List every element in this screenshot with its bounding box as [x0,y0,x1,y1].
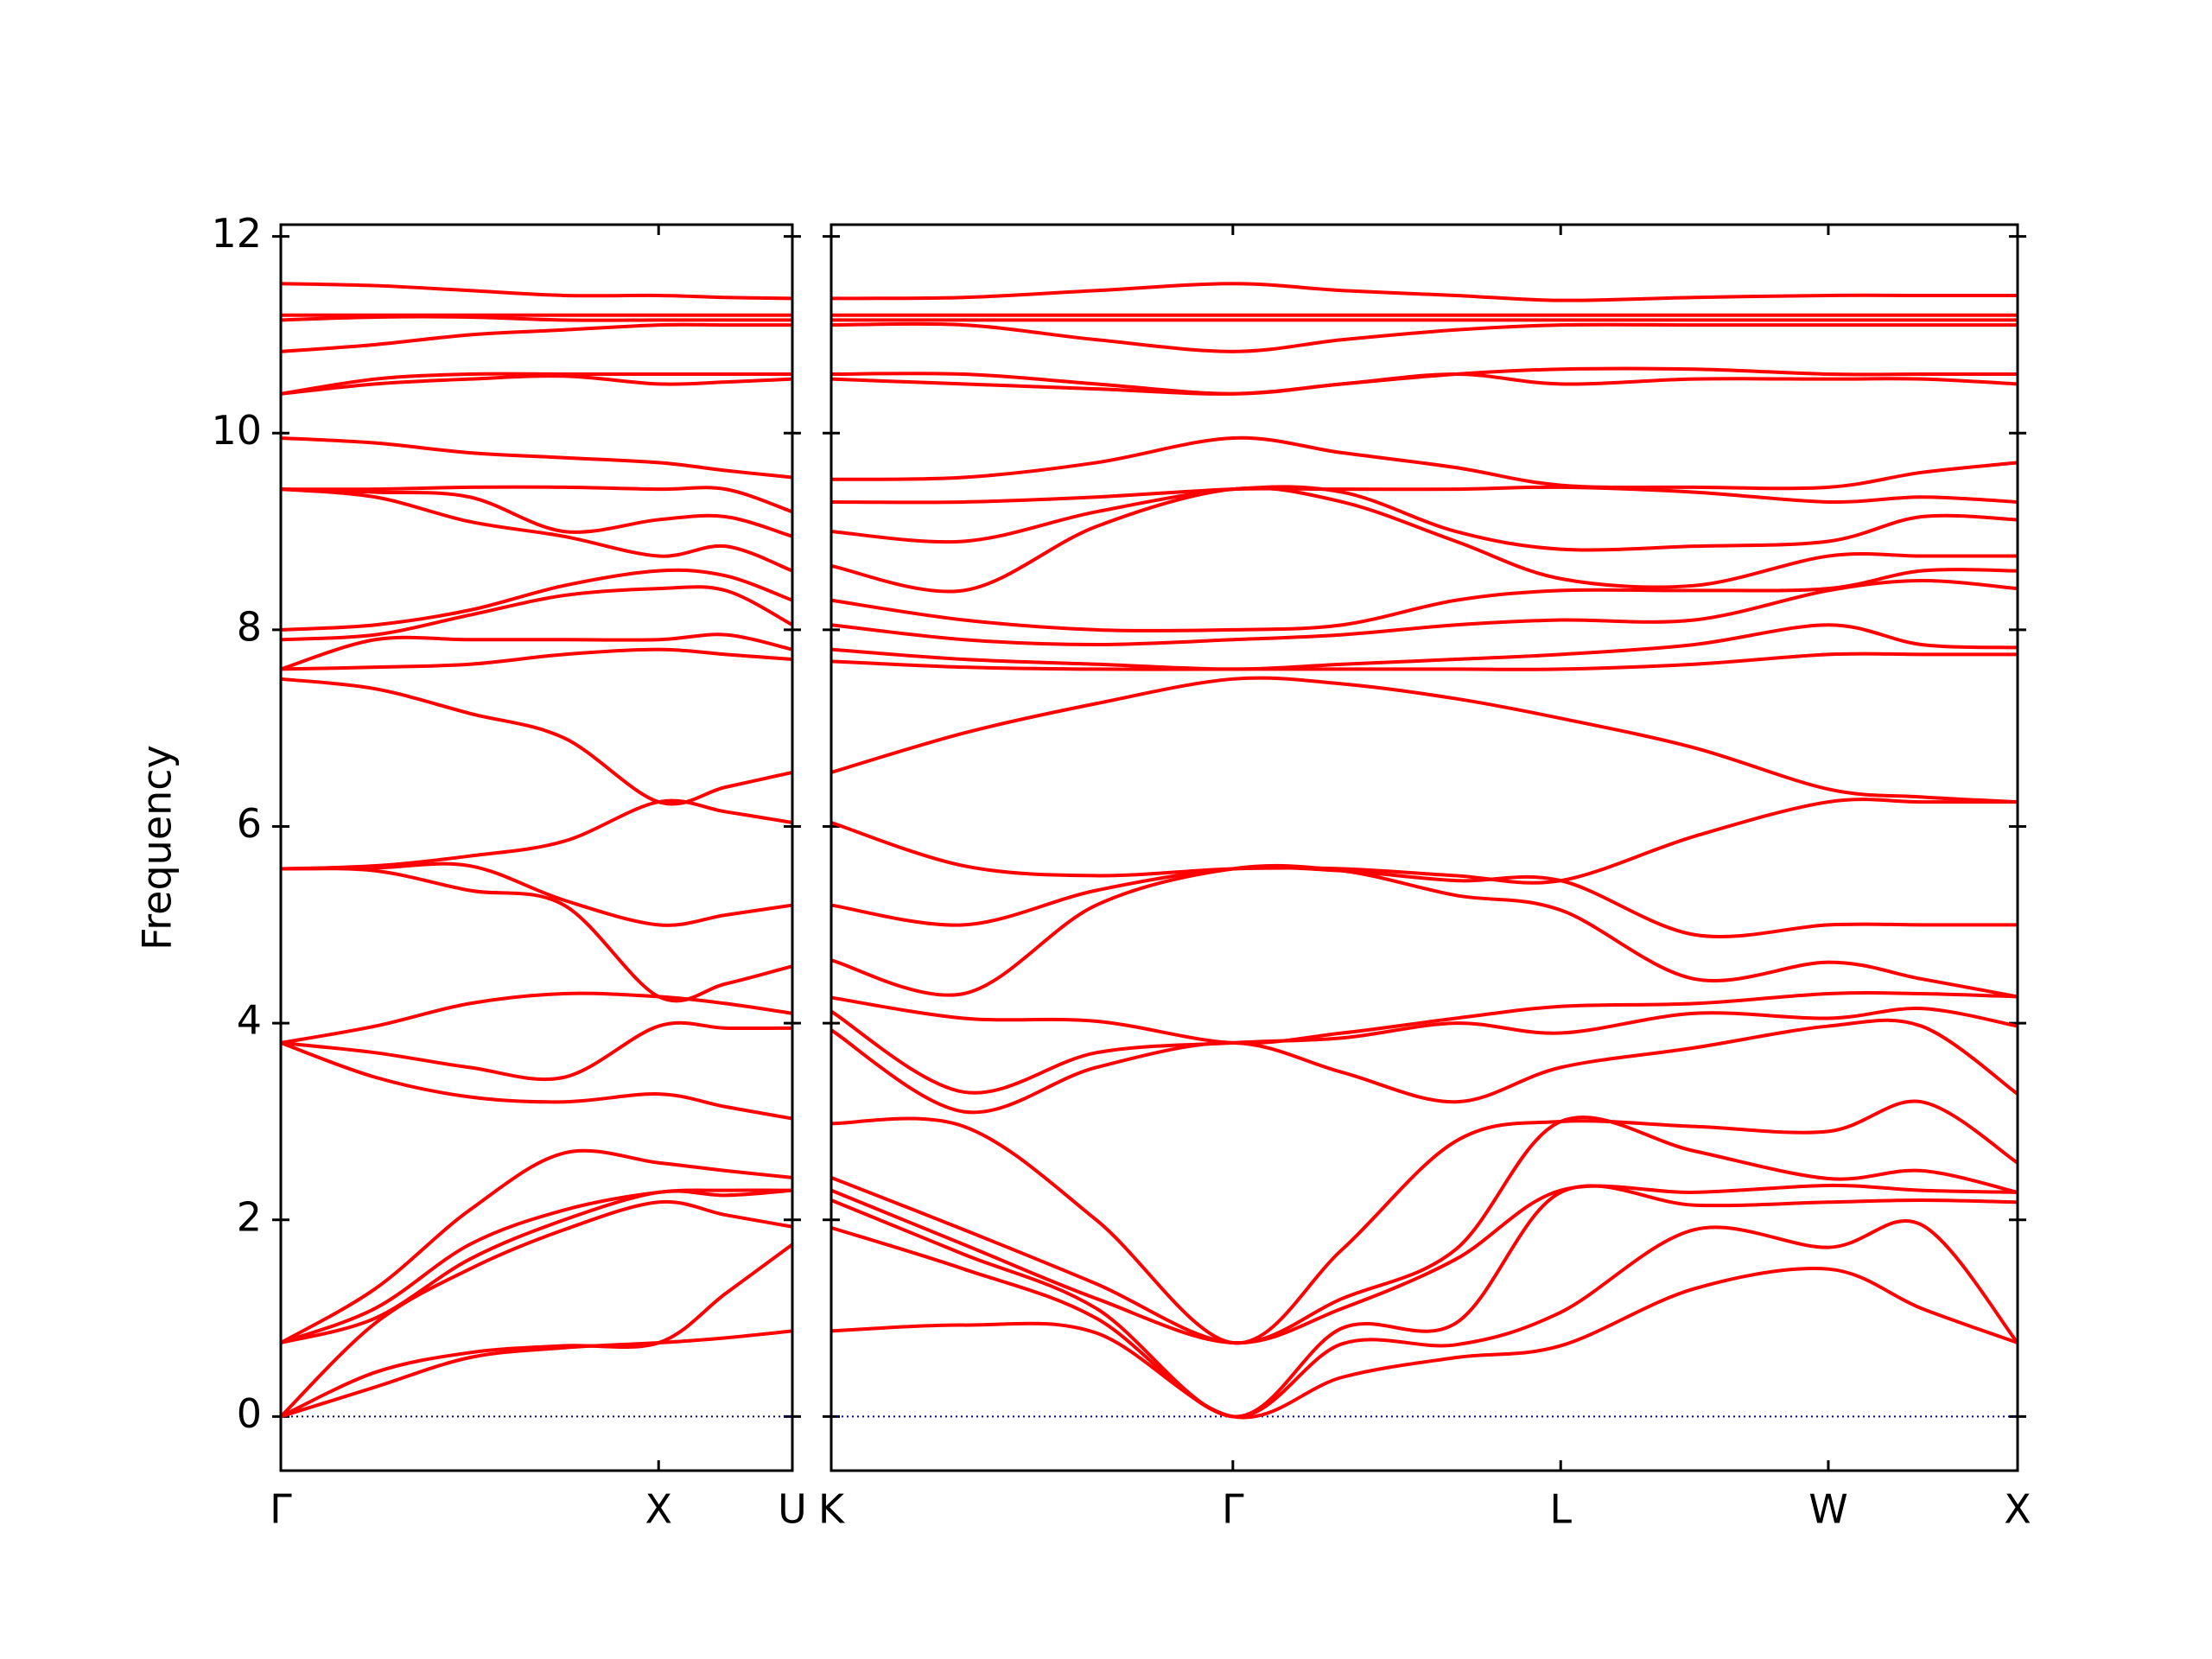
band-line [280,798,793,871]
band-line [280,1020,793,1082]
x-tick-label: W [1808,1486,1847,1533]
y-tick-label: 10 [211,407,262,454]
band-line [279,1199,793,1418]
band-line [830,1184,2018,1419]
y-tick-label: 8 [237,603,262,650]
y-tick-label: 6 [237,800,262,847]
panel-frame [830,223,2019,1472]
band-line [280,867,793,1003]
band-line [830,863,2018,999]
band-line [280,647,793,671]
band-line [830,1266,2018,1420]
band-line [280,585,793,642]
band-line [830,568,2018,632]
band-line [830,485,2018,552]
band-line [280,677,793,806]
band-line [280,632,793,671]
band-line [280,487,793,538]
band-line [280,435,793,480]
x-tick-label: Γ [1222,1486,1244,1533]
band-line [830,1099,2019,1345]
band-line [830,435,2018,491]
band-line [280,485,793,514]
x-tick-label: K [818,1486,846,1533]
band-line [830,321,2018,353]
x-tick-label: U [778,1486,807,1533]
band-line [830,486,2018,594]
band-line [280,315,792,322]
band-line [830,991,2018,1046]
x-tick-label: X [645,1486,672,1533]
band-line [280,861,793,927]
y-axis-label: Frequency [134,745,181,950]
band-line [280,1243,794,1419]
band-line [280,372,792,396]
x-tick-label: X [2004,1486,2031,1533]
band-line [280,991,793,1045]
band-line [830,485,2018,505]
band-line [280,487,793,573]
x-tick-label: Γ [270,1486,292,1533]
y-tick-label: 0 [237,1390,262,1437]
y-tick-label: 4 [237,997,262,1044]
band-line [280,1148,793,1344]
panel-frame [279,223,794,1472]
band-line [280,374,793,396]
band-line [280,1188,793,1344]
band-line [280,322,792,353]
band-line [830,1018,2019,1115]
y-tick-label: 12 [211,210,262,257]
x-tick-label: L [1549,1486,1572,1533]
band-line [830,798,2018,885]
band-line [830,1006,2018,1095]
band-line [830,676,2018,804]
band-line [830,865,2018,938]
band-line [830,1116,2018,1345]
band-line [830,1183,2018,1345]
band-line [280,1188,793,1344]
y-tick-label: 2 [237,1193,262,1240]
band-line [830,366,2018,396]
band-line [830,282,2018,302]
band-line [830,1218,2019,1419]
band-line [830,652,2018,671]
band-line [280,282,793,301]
band-line [280,1041,793,1121]
band-line [830,623,2018,671]
band-line [280,568,793,632]
band-line [280,1329,793,1419]
